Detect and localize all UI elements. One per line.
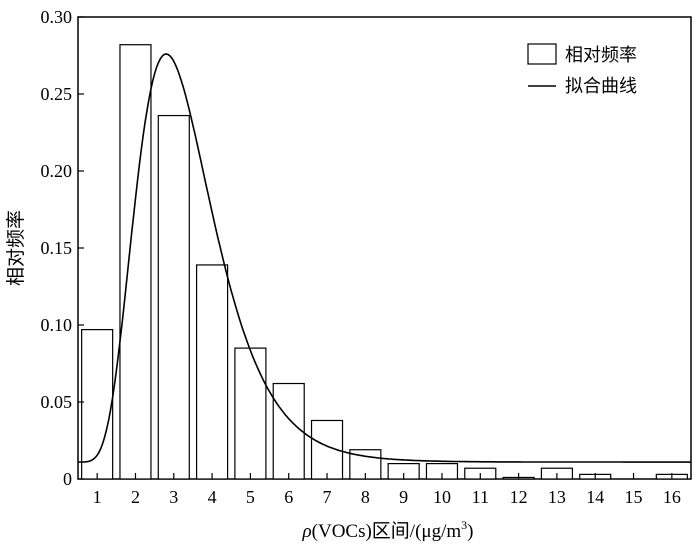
x-axis-title-suffix: ) <box>467 521 473 542</box>
legend-bar-swatch <box>527 43 557 65</box>
x-tick-label: 16 <box>663 487 681 507</box>
x-tick-label: 11 <box>472 487 489 507</box>
x-axis-title-main: (VOCs)区间/(μg/m <box>312 520 462 542</box>
bar-3 <box>157 114 190 480</box>
y-tick-label: 0.10 <box>41 315 73 335</box>
x-axis-title-prefix: ρ <box>302 521 312 542</box>
x-tick-label: 3 <box>169 487 178 507</box>
bar-4 <box>195 264 229 480</box>
x-tick-label: 9 <box>399 487 408 507</box>
x-tick-label: 15 <box>625 487 643 507</box>
legend: 相对频率 拟合曲线 <box>527 43 637 97</box>
y-tick-label: 0.20 <box>41 161 73 181</box>
x-tick-label: 5 <box>246 487 255 507</box>
x-tick-label: 6 <box>284 487 293 507</box>
x-tick-label: 7 <box>323 487 332 507</box>
bar-5 <box>234 347 267 480</box>
x-tick-label: 1 <box>93 487 102 507</box>
x-tick-label: 2 <box>131 487 140 507</box>
y-tick-label: 0.30 <box>41 7 73 27</box>
legend-curve-label: 拟合曲线 <box>565 76 637 97</box>
x-axis-ticks: 1 2 3 4 5 6 7 8 9 10 11 12 13 14 15 16 <box>93 473 681 507</box>
y-axis-title: 相对频率 <box>5 210 27 286</box>
fit-curve <box>77 53 691 463</box>
x-tick-label: 4 <box>208 487 217 507</box>
x-axis-title: ρ(VOCs)区间/(μg/m3) <box>302 518 474 542</box>
legend-bar-label: 相对频率 <box>565 45 637 66</box>
x-axis-title-sup: 3 <box>461 518 467 532</box>
y-axis-ticks: 0 0.05 0.10 0.15 0.20 0.25 0.30 <box>41 7 84 489</box>
x-tick-label: 8 <box>361 487 370 507</box>
y-tick-label: 0.15 <box>41 238 73 258</box>
y-tick-label: 0.25 <box>41 84 73 104</box>
bars-layer <box>81 44 688 480</box>
y-tick-label: 0.05 <box>41 392 73 412</box>
bar-1 <box>81 329 114 480</box>
bar-6 <box>272 382 305 480</box>
x-tick-label: 14 <box>586 487 604 507</box>
x-tick-label: 13 <box>548 487 566 507</box>
y-tick-label: 0 <box>63 469 72 489</box>
x-tick-label: 10 <box>433 487 451 507</box>
x-tick-label: 12 <box>510 487 528 507</box>
